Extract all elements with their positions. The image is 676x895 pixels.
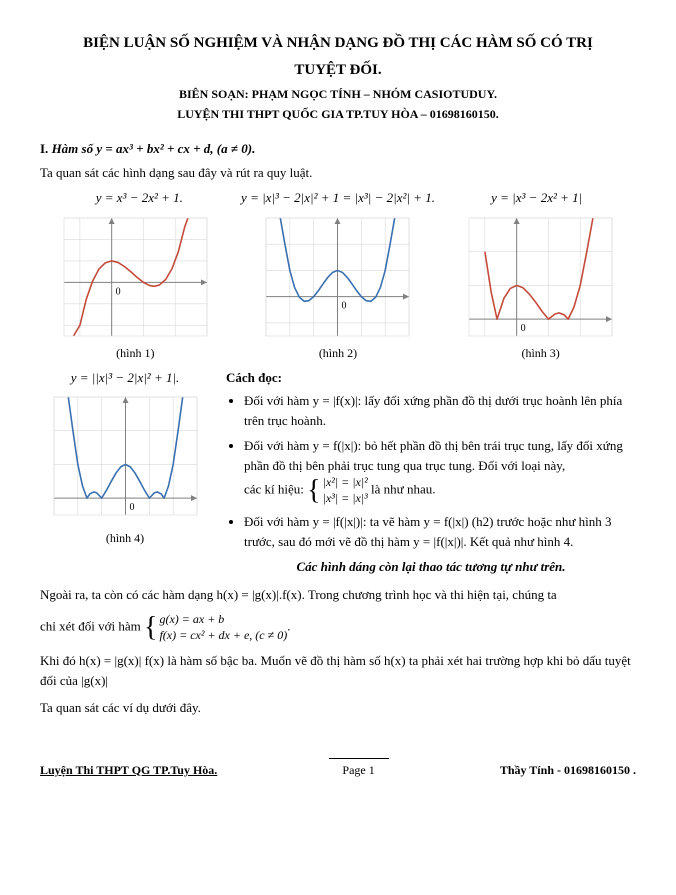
- svg-text:0: 0: [521, 323, 526, 334]
- bullet-2-c: là như nhau.: [371, 482, 435, 497]
- bullet-list: Đối với hàm y = |f(x)|: lấy đối xứng phầ…: [226, 391, 636, 551]
- intro-text: Ta quan sát các hình dạng sau đây và rút…: [40, 163, 636, 183]
- italic-note: Các hình dáng còn lại thao tác tương tự …: [226, 557, 636, 577]
- section-label: I.: [40, 141, 48, 156]
- para-2-brace-bot: f(x) = cx² + dx + e, (c ≠ 0): [159, 628, 287, 644]
- right-column: Cách đọc: Đối với hàm y = |f(x)|: lấy đố…: [226, 368, 636, 577]
- charts-row-1: 0 (hình 1) 0 (hình 2) 0 (hình 3): [40, 212, 636, 362]
- subtitle-1: BIÊN SOẠN: PHẠM NGỌC TÍNH – NHÓM CASIOTU…: [40, 85, 636, 103]
- svg-text:0: 0: [115, 286, 120, 297]
- left-column: y = ||x|³ − 2|x|² + 1|. 0 (hình 4): [40, 368, 210, 577]
- footer-left: Luyện Thi THPT QG TP.Tuy Hòa.: [40, 761, 217, 779]
- chart-2-box: 0 (hình 2): [260, 212, 415, 362]
- para-2: chỉ xét đối với hàm { g(x) = ax + b f(x)…: [40, 612, 636, 643]
- bullet-1: Đối với hàm y = |f(x)|: lấy đối xứng phầ…: [244, 391, 636, 430]
- footer-right: Thầy Tính - 01698160150 .: [500, 761, 636, 779]
- bullet-3: Đối với hàm y = |f(|x|)|: ta vẽ hàm y = …: [244, 512, 636, 551]
- chart-1-box: 0 (hình 1): [58, 212, 213, 362]
- para-3: Khi đó h(x) = |g(x)| f(x) là hàm số bậc …: [40, 651, 636, 690]
- caption-1: (hình 1): [58, 344, 213, 362]
- bullet-2-brace: { |x²| = |x|² |x³| = |x|³: [307, 475, 368, 506]
- svg-text:0: 0: [342, 300, 347, 311]
- equation-row: y = x³ − 2x² + 1. y = |x|³ − 2|x|² + 1 =…: [40, 188, 636, 208]
- chart-3-box: 0 (hình 3): [463, 212, 618, 362]
- bullet-2-brace-top: |x²| = |x|²: [323, 475, 368, 491]
- bullet-2-brace-bot: |x³| = |x|³: [323, 491, 368, 507]
- para-2-a: chỉ xét đối với hàm: [40, 619, 141, 634]
- footer-center: Page 1: [329, 758, 389, 779]
- chart-1: 0: [58, 212, 213, 342]
- para-2-brace-top: g(x) = ax + b: [159, 612, 287, 628]
- svg-text:0: 0: [129, 502, 134, 513]
- para-2-brace: { g(x) = ax + b f(x) = cx² + dx + e, (c …: [144, 612, 287, 643]
- chart-2: 0: [260, 212, 415, 342]
- page-footer: Luyện Thi THPT QG TP.Tuy Hòa. Page 1 Thầ…: [40, 758, 636, 779]
- footer-page: Page 1: [329, 758, 389, 779]
- bullet-2-a: Đối với hàm y = f(|x|): bỏ hết phần đồ t…: [244, 438, 623, 473]
- para-2-dot: .: [287, 619, 290, 634]
- section-heading: I. Hàm số y = ax³ + bx² + cx + d, (a ≠ 0…: [40, 139, 636, 159]
- chart-4: 0: [48, 391, 203, 521]
- page-title-line2: TUYỆT ĐỐI.: [40, 59, 636, 82]
- para-4: Ta quan sát các ví dụ dưới đây.: [40, 698, 636, 718]
- caption-2: (hình 2): [260, 344, 415, 362]
- equation-4: y = ||x|³ − 2|x|² + 1|.: [40, 368, 210, 388]
- equation-3: y = |x³ − 2x² + 1|: [437, 188, 636, 208]
- bullet-2: Đối với hàm y = f(|x|): bỏ hết phần đồ t…: [244, 436, 636, 506]
- subtitle-2: LUYỆN THI THPT QUỐC GIA TP.TUY HÒA – 016…: [40, 105, 636, 123]
- equation-1: y = x³ − 2x² + 1.: [40, 188, 239, 208]
- para-1: Ngoài ra, ta còn có các hàm dạng h(x) = …: [40, 585, 636, 605]
- equation-2: y = |x|³ − 2|x|² + 1 = |x³| − 2|x²| + 1.: [239, 188, 438, 208]
- caption-3: (hình 3): [463, 344, 618, 362]
- cachdoc-heading: Cách đọc:: [226, 368, 636, 388]
- page-title-line1: BIỆN LUẬN SỐ NGHIỆM VÀ NHẬN DẠNG ĐỒ THỊ …: [40, 32, 636, 55]
- two-column-block: y = ||x|³ − 2|x|² + 1|. 0 (hình 4) Cách …: [40, 368, 636, 577]
- chart-3: 0: [463, 212, 618, 342]
- bullet-2-b: các kí hiệu:: [244, 482, 304, 497]
- section-function: Hàm số y = ax³ + bx² + cx + d, (a ≠ 0).: [52, 141, 256, 156]
- caption-4: (hình 4): [40, 529, 210, 547]
